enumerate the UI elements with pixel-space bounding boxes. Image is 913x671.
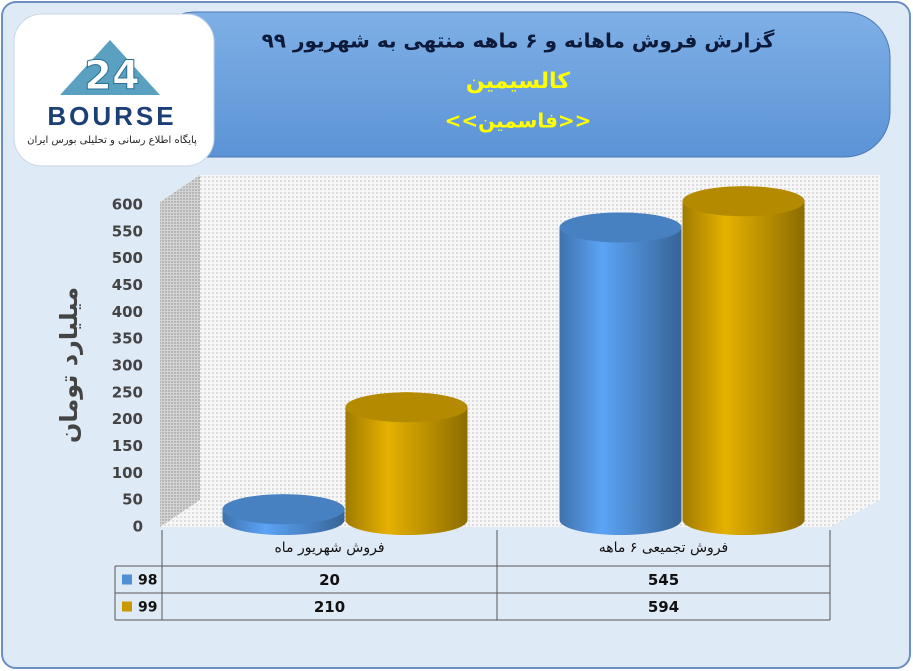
bar — [559, 212, 682, 535]
bar-top — [222, 494, 345, 525]
y-tick-label: 350 — [112, 330, 143, 348]
y-tick-label: 300 — [112, 357, 143, 375]
bar-body — [682, 186, 805, 535]
bar-body — [345, 392, 468, 535]
y-tick-label: 450 — [112, 276, 143, 294]
y-tick-label: 200 — [112, 410, 143, 428]
x-tick-label: فروش شهریور ماه — [274, 540, 384, 556]
y-tick-label: 500 — [112, 249, 143, 267]
y-tick-label: 550 — [112, 222, 143, 240]
chart-subtitle: <<فاسمین>> — [445, 109, 592, 133]
legend-label: 99 — [138, 600, 157, 616]
y-tick-label: 150 — [112, 437, 143, 455]
legend-swatch — [122, 574, 132, 585]
y-tick-label: 250 — [112, 383, 143, 401]
legend-swatch — [122, 601, 132, 612]
side-wall — [160, 175, 200, 527]
bar — [345, 392, 468, 535]
logo-tagline: پایگاه اطلاع رسانی و تحلیلی بورس ایران — [27, 134, 197, 146]
table-value: 545 — [648, 571, 679, 589]
legend-label: 98 — [138, 573, 157, 589]
bar-top — [345, 392, 468, 423]
x-tick-label: فروش تجمیعی ۶ ماهه — [599, 540, 728, 556]
bar-top — [559, 212, 682, 243]
y-tick-label: 400 — [112, 303, 143, 321]
bar-top — [682, 186, 805, 217]
bar — [682, 186, 805, 535]
y-tick-label: 600 — [112, 196, 143, 214]
bar — [222, 494, 345, 535]
y-tick-label: 50 — [122, 491, 143, 509]
chart-title: گزارش فروش ماهانه و ۶ ماهه منتهی به شهری… — [262, 29, 775, 53]
table-value: 20 — [319, 571, 340, 589]
logo-shape — [60, 40, 160, 95]
chart-subtitle: کالسیمین — [466, 69, 570, 94]
table-value: 210 — [314, 598, 345, 616]
logo-number: 24 — [84, 53, 140, 99]
table-value: 594 — [648, 598, 679, 616]
y-tick-label: 0 — [133, 518, 143, 536]
y-tick-label: 100 — [112, 464, 143, 482]
logo-name: BOURSE — [47, 101, 176, 131]
y-axis-label: میلیارد تومان — [55, 287, 83, 443]
bar-body — [559, 212, 682, 535]
